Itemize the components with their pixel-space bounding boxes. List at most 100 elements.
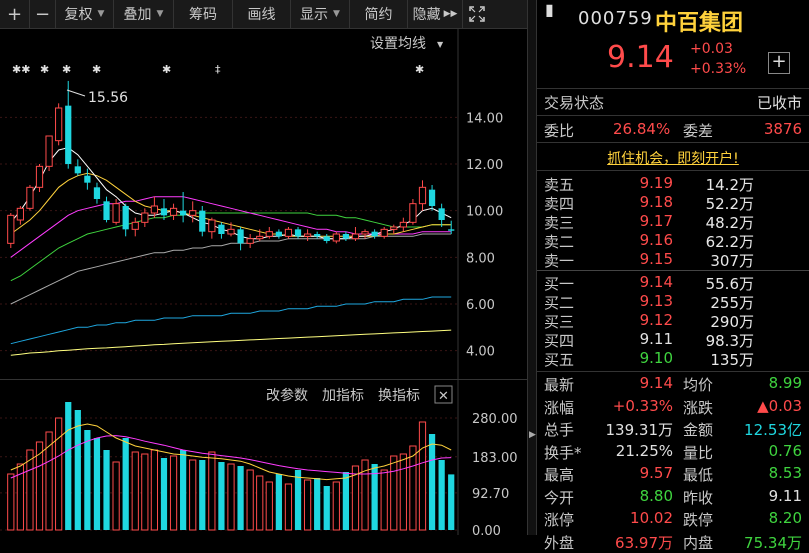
info-mine-icon[interactable]: ✱: [415, 63, 424, 76]
info-mine-icon[interactable]: ✱: [62, 63, 71, 76]
candle[interactable]: [45, 135, 53, 171]
ask-row[interactable]: 卖二 9.16 62.2万: [537, 231, 809, 251]
candle[interactable]: [294, 227, 302, 239]
huaxian-button[interactable]: 画线: [233, 0, 291, 28]
candle[interactable]: [256, 229, 264, 241]
candle[interactable]: [246, 234, 254, 248]
candle[interactable]: [74, 159, 81, 176]
candle[interactable]: [7, 213, 15, 248]
candle[interactable]: [160, 199, 168, 220]
bid-price: 9.12: [639, 311, 673, 329]
candle[interactable]: [438, 203, 445, 227]
info-mine-icon[interactable]: ✱: [40, 63, 49, 76]
candle[interactable]: [237, 227, 244, 251]
bid-row[interactable]: 买四 9.11 98.3万: [537, 330, 809, 350]
zoom-out-button[interactable]: −: [30, 0, 56, 28]
huaxian-label: 画线: [247, 7, 276, 23]
bid-row[interactable]: 买二 9.13 255万: [537, 292, 809, 312]
candle-body: [294, 229, 302, 237]
candle[interactable]: [418, 180, 427, 211]
switch-indicator-button[interactable]: 换指标: [378, 387, 420, 404]
candle[interactable]: [169, 203, 178, 220]
candle[interactable]: [112, 199, 120, 225]
candle[interactable]: [361, 229, 369, 239]
candle[interactable]: [103, 196, 110, 223]
candle[interactable]: [35, 164, 44, 192]
stat-value: 8.80: [639, 486, 673, 505]
candle[interactable]: [55, 103, 63, 146]
candle[interactable]: [180, 192, 187, 223]
bid-row[interactable]: 买一 9.14 55.6万: [537, 273, 809, 293]
candle[interactable]: [275, 229, 282, 239]
plus-icon: +: [6, 3, 23, 25]
xianshi-dropdown[interactable]: 显示 ▼: [291, 0, 350, 28]
candle[interactable]: [141, 208, 149, 227]
info-mine-icon[interactable]: ✱✱: [12, 63, 30, 76]
candle[interactable]: [150, 196, 159, 218]
bid-price: 9.13: [639, 292, 673, 310]
zoom-in-button[interactable]: +: [0, 0, 30, 28]
add-watchlist-button[interactable]: +: [768, 52, 790, 74]
candle[interactable]: [227, 222, 235, 237]
edit-params-button[interactable]: 改参数: [266, 387, 308, 404]
candle-body: [180, 210, 187, 216]
candle[interactable]: [84, 168, 91, 190]
candle[interactable]: [303, 229, 312, 241]
ask-label: 卖一: [544, 252, 575, 270]
candle[interactable]: [208, 217, 216, 239]
ask-row[interactable]: 卖五 9.19 14.2万: [537, 174, 809, 194]
ask-price: 9.15: [639, 250, 673, 268]
candle[interactable]: [93, 182, 101, 204]
candle[interactable]: [409, 199, 417, 225]
chouma-button[interactable]: 筹码: [174, 0, 233, 28]
candle[interactable]: [448, 220, 455, 234]
candle[interactable]: [189, 201, 197, 223]
info-mine-icon[interactable]: ✱: [92, 63, 101, 76]
candle[interactable]: [390, 224, 398, 234]
candle[interactable]: [351, 227, 360, 241]
info-mine-icon[interactable]: ✱: [162, 63, 171, 76]
jianyue-button[interactable]: 简约: [350, 0, 408, 28]
candle[interactable]: [342, 231, 350, 241]
candle[interactable]: [131, 217, 139, 237]
candle[interactable]: [26, 185, 34, 211]
fuquan-dropdown[interactable]: 复权 ▼: [56, 0, 114, 28]
candle[interactable]: [323, 234, 330, 244]
bid-row[interactable]: 买五 9.10 135万: [537, 349, 809, 369]
candle[interactable]: [399, 217, 407, 232]
divider: [537, 88, 809, 89]
candle[interactable]: [199, 206, 206, 237]
candle[interactable]: [380, 227, 388, 239]
candle[interactable]: [16, 206, 24, 225]
volume-bar: [45, 431, 53, 531]
ask-row[interactable]: 卖三 9.17 48.2万: [537, 212, 809, 232]
volume-chart[interactable]: 280.00 183.00 92.70 0.00 改参数 加指标 换指标 ✕: [0, 380, 527, 535]
candle[interactable]: [314, 231, 321, 239]
ask-row[interactable]: 卖四 9.18 52.2万: [537, 193, 809, 213]
ma-setting-button[interactable]: 设置均线: [370, 36, 426, 52]
candle[interactable]: [265, 227, 273, 239]
bid-price: 9.11: [639, 330, 673, 348]
yincang-button[interactable]: 隐藏 ▶▶: [408, 0, 463, 28]
fullscreen-button[interactable]: [463, 0, 490, 28]
info-mine-icon[interactable]: ‡: [215, 63, 221, 76]
diejia-dropdown[interactable]: 叠加 ▼: [114, 0, 174, 28]
candle[interactable]: [332, 231, 340, 244]
volume-bar: [390, 455, 398, 531]
add-indicator-button[interactable]: 加指标: [322, 388, 364, 404]
bid-row[interactable]: 买三 9.12 290万: [537, 311, 809, 331]
open-account-link[interactable]: 抓住机会，即刻开户!: [607, 151, 739, 167]
candle[interactable]: [65, 80, 72, 169]
close-indicator-button[interactable]: ✕: [434, 385, 453, 404]
bookmark-icon[interactable]: ▮: [545, 0, 554, 19]
candle[interactable]: [218, 222, 225, 239]
candle[interactable]: [284, 227, 293, 239]
panel-splitter[interactable]: ▶: [527, 0, 537, 535]
candle[interactable]: [122, 203, 129, 237]
ask-row[interactable]: 卖一 9.15 307万: [537, 250, 809, 270]
candle[interactable]: [371, 229, 378, 239]
candle[interactable]: [428, 185, 436, 211]
bid-price: 9.14: [639, 273, 673, 291]
candle-body: [84, 175, 91, 183]
